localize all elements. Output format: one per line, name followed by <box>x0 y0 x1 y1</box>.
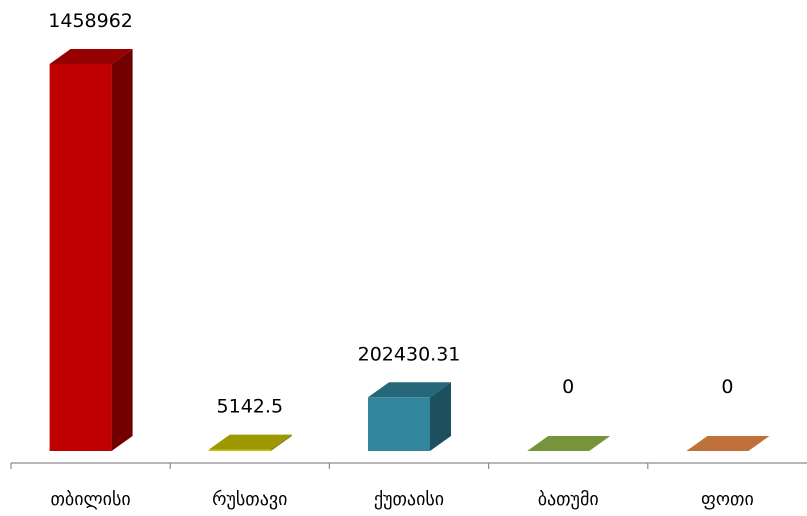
bar-5 <box>686 436 770 451</box>
value-label: 0 <box>721 376 733 398</box>
value-label: 0 <box>562 376 574 398</box>
bar-front <box>208 449 271 451</box>
bar-top <box>686 436 770 451</box>
bar-front <box>49 64 112 451</box>
bar-top <box>368 382 451 398</box>
bar-top <box>527 436 611 451</box>
bars-group <box>49 49 770 451</box>
bar-top <box>49 49 133 64</box>
bar-side <box>430 382 451 451</box>
bar-3 <box>368 382 451 451</box>
category-labels: თბილისი რუსთავი ქუთაისი ბათუმი ფოთი <box>50 489 753 510</box>
category-label: ბათუმი <box>538 489 599 510</box>
bar-side <box>270 434 292 451</box>
bar-side <box>111 49 133 451</box>
value-label: 1458962 <box>48 10 133 32</box>
category-label: რუსთავი <box>212 489 287 510</box>
value-label: 202430.31 <box>358 343 461 365</box>
value-labels: 1458962 5142.5 202430.31 0 0 <box>48 10 733 418</box>
bar-1 <box>49 49 133 451</box>
bar-4 <box>527 436 611 451</box>
bar-front <box>368 397 430 451</box>
bar-top <box>208 434 292 450</box>
category-label: ფოთი <box>701 489 754 510</box>
x-axis-ticks <box>10 463 649 469</box>
bar-2 <box>208 434 292 451</box>
category-label: თბილისი <box>50 489 130 510</box>
value-label: 5142.5 <box>217 396 283 418</box>
category-label: ქუთაისი <box>374 489 444 510</box>
